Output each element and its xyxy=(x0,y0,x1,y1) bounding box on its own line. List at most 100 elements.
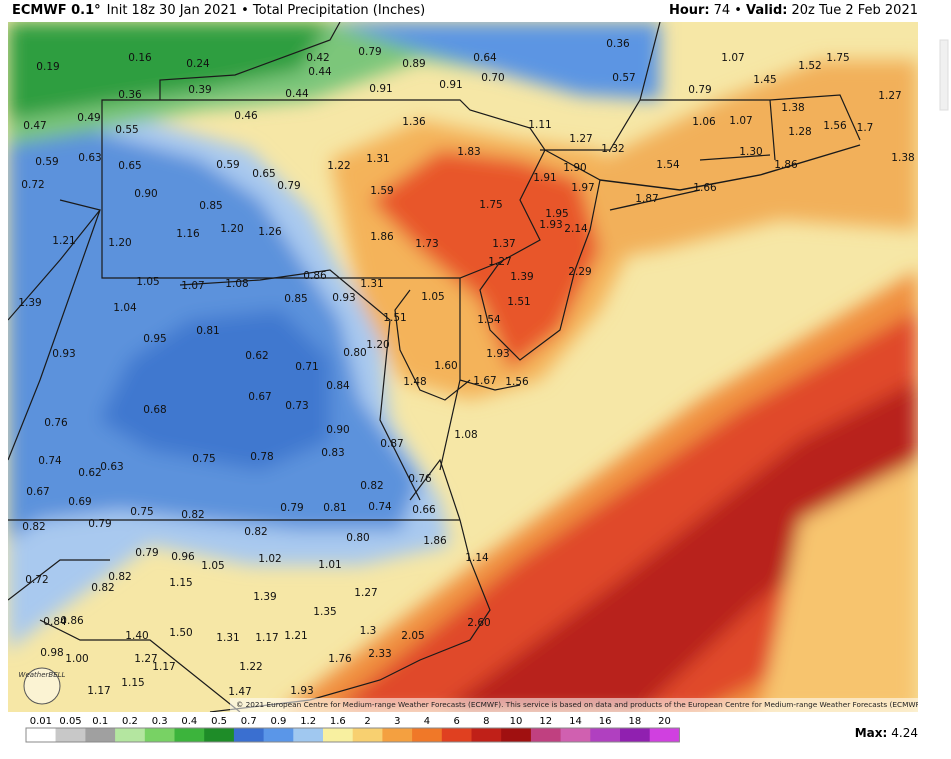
value-label: 0.16 xyxy=(128,52,152,64)
value-label: 0.66 xyxy=(412,504,436,516)
colorbar-swatch xyxy=(560,728,591,742)
value-label: 1.15 xyxy=(169,577,192,589)
value-label: 0.64 xyxy=(473,52,497,64)
value-label: 0.24 xyxy=(186,58,210,70)
value-label: 1.07 xyxy=(729,115,752,127)
value-label: 1.04 xyxy=(113,302,137,314)
value-label: 1.21 xyxy=(284,630,307,642)
value-label: 1.07 xyxy=(721,52,744,64)
value-label: 0.91 xyxy=(369,83,392,95)
colorbar-label: 0.3 xyxy=(152,716,168,727)
value-label: 0.98 xyxy=(40,647,63,659)
colorbar-label: 1.2 xyxy=(300,716,316,727)
value-label: 1.02 xyxy=(258,553,281,565)
colorbar-swatch xyxy=(530,728,562,742)
value-label: 0.81 xyxy=(323,502,346,514)
value-label: 0.36 xyxy=(118,89,142,101)
value-label: 0.62 xyxy=(245,350,268,362)
value-label: 1.97 xyxy=(571,182,594,194)
value-label: 1.50 xyxy=(169,627,192,639)
value-label: 1.26 xyxy=(258,226,282,238)
field-mid-red xyxy=(370,150,600,370)
value-label: 0.95 xyxy=(143,333,166,345)
max-label: Max: xyxy=(855,726,888,740)
value-label: 0.85 xyxy=(199,200,222,212)
value-label: 0.79 xyxy=(280,502,303,514)
valid-label: Valid: xyxy=(746,3,788,18)
colorbar-label: 6 xyxy=(453,716,459,727)
value-label: 1.36 xyxy=(402,116,426,128)
colorbar-swatch xyxy=(590,728,621,742)
colorbar-label: 0.01 xyxy=(30,716,52,727)
copyright: © 2021 European Centre for Medium-range … xyxy=(236,700,925,709)
value-label: 1.11 xyxy=(528,119,551,131)
value-label: 1.00 xyxy=(65,653,88,665)
value-label: 0.80 xyxy=(346,532,369,544)
colorbar-label: 0.9 xyxy=(270,716,286,727)
colorbar-swatch xyxy=(115,728,146,742)
value-label: 1.27 xyxy=(878,90,901,102)
value-label: 0.74 xyxy=(38,455,62,467)
value-label: 0.93 xyxy=(52,348,75,360)
value-label: 1.08 xyxy=(454,429,477,441)
value-label: 1.7 xyxy=(857,122,874,134)
value-label: 1.86 xyxy=(370,231,394,243)
valid: 20z Tue 2 Feb 2021 xyxy=(792,3,918,18)
colorbar-label: 20 xyxy=(658,716,671,727)
scroll-hint xyxy=(939,39,949,111)
colorbar-label: 2 xyxy=(364,716,370,727)
value-label: 1.35 xyxy=(313,606,336,618)
value-label: 2.29 xyxy=(568,266,591,278)
value-label: 1.31 xyxy=(216,632,239,644)
value-label: 1.93 xyxy=(539,219,562,231)
value-label: 1.20 xyxy=(366,339,389,351)
value-label: 1.37 xyxy=(492,238,515,250)
value-label: 1.47 xyxy=(228,686,251,698)
value-label: 1.27 xyxy=(354,587,377,599)
state-nj xyxy=(479,149,601,361)
value-label: 0.90 xyxy=(134,188,157,200)
colorbar-label: 8 xyxy=(483,716,489,727)
colorbar-swatch xyxy=(55,728,86,742)
value-label: 1.17 xyxy=(255,632,278,644)
value-label: 1.86 xyxy=(423,535,447,547)
value-label: 0.93 xyxy=(332,292,355,304)
value-label: 1.31 xyxy=(366,153,389,165)
field-red xyxy=(330,310,918,712)
value-label: 1.28 xyxy=(788,126,811,138)
colorbar-label: 18 xyxy=(628,716,641,727)
value-label: 0.75 xyxy=(130,506,153,518)
value-label: 0.67 xyxy=(248,391,271,403)
value-label: 1.16 xyxy=(176,228,200,240)
value-label: 1.86 xyxy=(774,159,798,171)
value-label: 0.86 xyxy=(303,270,327,282)
value-label: 0.84 xyxy=(43,616,67,628)
hour-label: Hour: xyxy=(669,3,710,18)
value-label: 0.68 xyxy=(143,404,166,416)
state-va xyxy=(8,269,461,601)
state-pa xyxy=(101,99,546,279)
value-label: 1.05 xyxy=(421,291,444,303)
colorbar-label: 0.7 xyxy=(241,716,257,727)
value-label: 0.47 xyxy=(23,120,46,132)
value-label: 0.79 xyxy=(688,84,711,96)
value-label: 0.65 xyxy=(118,160,141,172)
value-label: 0.73 xyxy=(285,400,308,412)
colorbar-swatch xyxy=(263,728,294,742)
colorbar-label: 0.1 xyxy=(92,716,108,727)
run-info: Init 18z 30 Jan 2021 • Total Precipitati… xyxy=(107,3,426,18)
coast-li xyxy=(599,144,861,211)
value-label: 1.90 xyxy=(563,162,586,174)
value-label: 1.40 xyxy=(125,630,148,642)
value-label: 1.39 xyxy=(18,297,41,309)
value-label: 0.36 xyxy=(606,38,630,50)
field-ne-orange xyxy=(600,60,918,260)
header-left: ECMWF 0.1° Init 18z 30 Jan 2021 • Total P… xyxy=(12,3,425,18)
colorbar-label: 0.5 xyxy=(211,716,227,727)
value-label: 1.54 xyxy=(477,314,501,326)
value-label: 0.71 xyxy=(295,361,318,373)
value-label: 0.55 xyxy=(115,124,138,136)
header-right: Hour: 74 • Valid: 20z Tue 2 Feb 2021 xyxy=(669,3,918,18)
value-label: 1.52 xyxy=(798,60,821,72)
colorbar-label: 4 xyxy=(424,716,430,727)
